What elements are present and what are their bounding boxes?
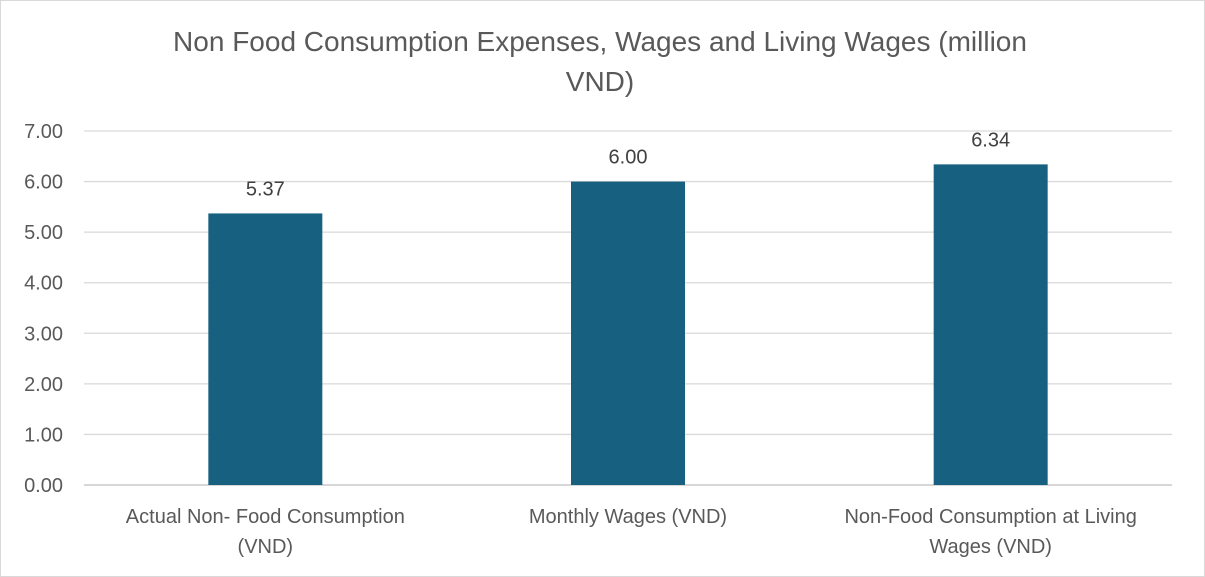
- chart-title: Non Food Consumption Expenses, Wages and…: [100, 22, 1100, 102]
- data-label: 5.37: [246, 178, 285, 200]
- y-tick-label: 1.00: [24, 424, 63, 446]
- x-tick-label: Actual Non- Food Consumption (VND): [126, 506, 405, 558]
- y-tick-label: 5.00: [24, 222, 63, 244]
- y-tick-label: 2.00: [24, 374, 63, 396]
- y-tick-label: 3.00: [24, 323, 63, 345]
- x-axis-categories: Actual Non- Food Consumption (VND) Monthly…: [126, 506, 1137, 558]
- bars: [208, 164, 1048, 486]
- data-label: 6.00: [609, 147, 648, 169]
- x-tick-label-line: (VND): [238, 536, 294, 558]
- y-tick-label: 7.00: [24, 121, 63, 143]
- chart-title-line-1: Non Food Consumption Expenses, Wages and…: [173, 26, 1027, 57]
- bar: [933, 164, 1048, 485]
- bar: [571, 181, 685, 486]
- x-tick-label-line: Actual Non- Food Consumption: [126, 506, 405, 528]
- chart-title-line-2: VND): [565, 66, 635, 97]
- y-tick-label: 0.00: [24, 475, 63, 497]
- x-tick-label-line: Non-Food Consumption at Living: [844, 506, 1136, 528]
- data-label: 6.34: [971, 129, 1010, 151]
- x-tick-label-line: Monthly Wages (VND): [529, 506, 727, 528]
- x-tick-label: Non-Food Consumption at Living Wages (VND…: [844, 506, 1136, 558]
- x-tick-label: Monthly Wages (VND): [529, 506, 727, 528]
- data-labels: 5.37 6.00 6.34: [246, 129, 1010, 200]
- y-axis-ticks: 0.00 1.00 2.00 3.00 4.00 5.00 6.00 7.00: [24, 121, 63, 497]
- bar: [208, 213, 323, 485]
- y-tick-label: 6.00: [24, 172, 63, 194]
- y-tick-label: 4.00: [24, 273, 63, 295]
- x-tick-label-line: Wages (VND): [929, 536, 1052, 558]
